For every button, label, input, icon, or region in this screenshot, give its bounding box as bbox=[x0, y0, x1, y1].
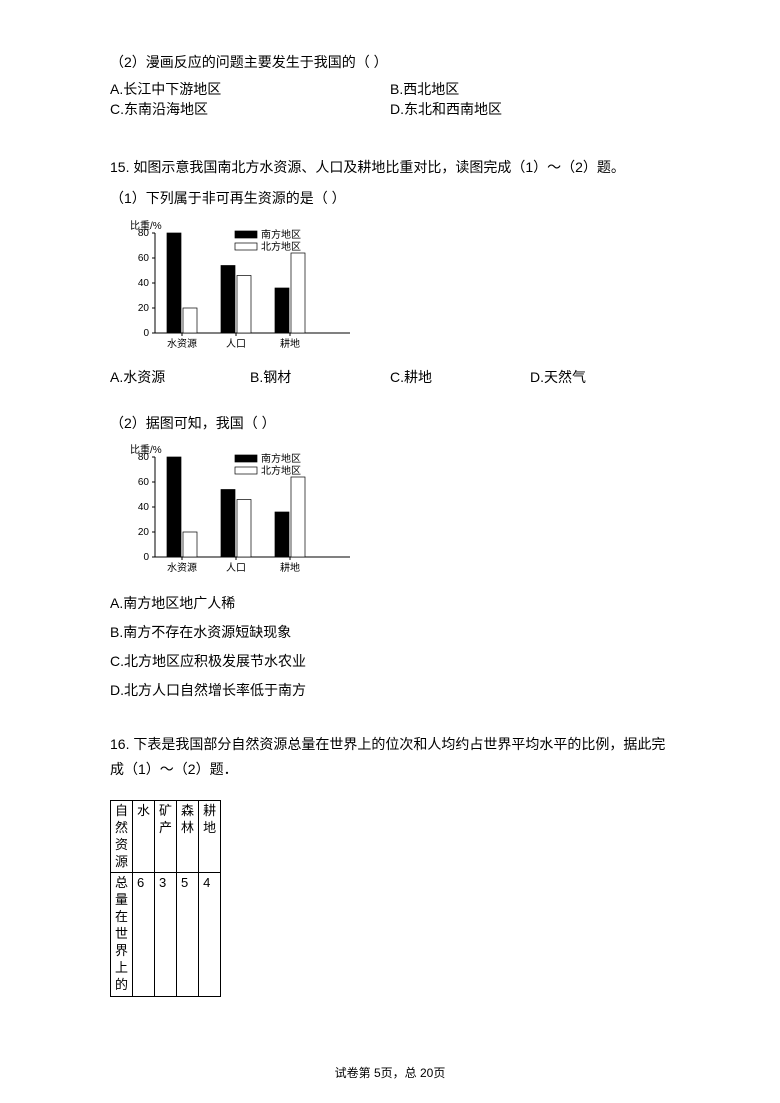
row1-c1: 6 bbox=[133, 873, 155, 996]
svg-text:北方地区: 北方地区 bbox=[261, 464, 301, 477]
table-header-row: 自然资源 水 矿产 森林 耕地 bbox=[111, 800, 221, 873]
q15-1-stem: （1）下列属于非可再生资源的是（ ） bbox=[110, 186, 670, 211]
svg-text:水资源: 水资源 bbox=[167, 337, 197, 350]
col-header-2: 矿产 bbox=[155, 800, 177, 873]
svg-text:人口: 人口 bbox=[226, 338, 246, 350]
svg-text:北方地区: 北方地区 bbox=[261, 240, 301, 253]
q15-chart-1: 比重/%020406080南方地区北方地区水资源人口耕地 bbox=[110, 218, 670, 361]
svg-text:南方地区: 南方地区 bbox=[261, 228, 301, 241]
svg-text:20: 20 bbox=[138, 527, 150, 538]
q15-2-opts: A.南方地区地广人稀 B.南方不存在水资源短缺现象 C.北方地区应积极发展节水农… bbox=[110, 591, 670, 704]
svg-text:80: 80 bbox=[138, 452, 150, 463]
q15-1-opts: A.水资源 B.钢材 C.耕地 D.天然气 bbox=[110, 367, 670, 387]
q15-2-B[interactable]: B.南方不存在水资源短缺现象 bbox=[110, 620, 670, 645]
svg-text:耕地: 耕地 bbox=[280, 337, 300, 350]
q14-2-C[interactable]: C.东南沿海地区 bbox=[110, 99, 390, 119]
page-footer: 试卷第 5页，总 20页 bbox=[0, 1064, 780, 1081]
svg-text:耕地: 耕地 bbox=[280, 561, 300, 574]
q15-2-A[interactable]: A.南方地区地广人稀 bbox=[110, 591, 670, 616]
q16-table: 自然资源 水 矿产 森林 耕地 总量在世界上的 6 3 5 4 bbox=[110, 800, 221, 997]
q15-intro: 15. 如图示意我国南北方水资源、人口及耕地比重对比，读图完成（1）～（2）题。 bbox=[110, 155, 670, 180]
row1-c4: 4 bbox=[199, 873, 221, 996]
q15-chart-2: 比重/%020406080南方地区北方地区水资源人口耕地 bbox=[110, 442, 670, 585]
svg-text:40: 40 bbox=[138, 278, 150, 289]
q15-1-D[interactable]: D.天然气 bbox=[530, 367, 670, 387]
col-header-0: 自然资源 bbox=[111, 800, 133, 873]
q14-2-D[interactable]: D.东北和西南地区 bbox=[390, 99, 670, 119]
row1-c3: 5 bbox=[177, 873, 199, 996]
q15-2-C[interactable]: C.北方地区应积极发展节水农业 bbox=[110, 649, 670, 674]
svg-text:0: 0 bbox=[143, 552, 149, 563]
col-header-4: 耕地 bbox=[199, 800, 221, 873]
q14-2-row1: A.长江中下游地区 B.西北地区 bbox=[110, 79, 670, 99]
svg-text:人口: 人口 bbox=[226, 562, 246, 574]
svg-text:南方地区: 南方地区 bbox=[261, 452, 301, 465]
row1-label: 总量在世界上的 bbox=[111, 873, 133, 996]
q15-2-D[interactable]: D.北方人口自然增长率低于南方 bbox=[110, 678, 670, 703]
svg-text:0: 0 bbox=[143, 328, 149, 339]
svg-text:20: 20 bbox=[138, 303, 150, 314]
col-header-3: 森林 bbox=[177, 800, 199, 873]
q14-2-stem: （2）漫画反应的问题主要发生于我国的（ ） bbox=[110, 50, 670, 75]
svg-text:水资源: 水资源 bbox=[167, 561, 197, 574]
svg-text:40: 40 bbox=[138, 502, 150, 513]
footer-right: 总 20页 bbox=[405, 1066, 446, 1080]
q15-2-stem: （2）据图可知，我国（ ） bbox=[110, 411, 670, 436]
q14-2-A[interactable]: A.长江中下游地区 bbox=[110, 79, 390, 99]
q15-1-B[interactable]: B.钢材 bbox=[250, 367, 390, 387]
q14-2-B[interactable]: B.西北地区 bbox=[390, 79, 670, 99]
q16-intro: 16. 下表是我国部分自然资源总量在世界上的位次和人均约占世界平均水平的比例，据… bbox=[110, 732, 670, 782]
row1-c2: 3 bbox=[155, 873, 177, 996]
col-header-1: 水 bbox=[133, 800, 155, 873]
svg-text:60: 60 bbox=[138, 253, 150, 264]
q14-2-row2: C.东南沿海地区 D.东北和西南地区 bbox=[110, 99, 670, 119]
svg-text:80: 80 bbox=[138, 228, 150, 239]
footer-left: 试卷第 5页， bbox=[335, 1066, 405, 1080]
table-row: 总量在世界上的 6 3 5 4 bbox=[111, 873, 221, 996]
q15-1-A[interactable]: A.水资源 bbox=[110, 367, 250, 387]
q15-1-C[interactable]: C.耕地 bbox=[390, 367, 530, 387]
svg-text:60: 60 bbox=[138, 477, 150, 488]
